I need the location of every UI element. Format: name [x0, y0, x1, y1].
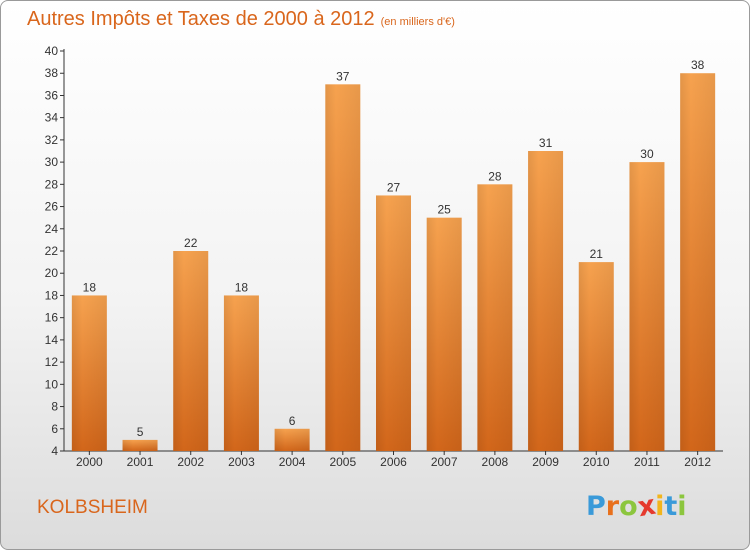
x-tick-label: 2006: [380, 455, 407, 469]
logo-letter: i: [677, 491, 687, 522]
bar-value-label: 25: [438, 203, 452, 217]
y-tick-label: 30: [45, 155, 59, 169]
x-tick-label: 2001: [127, 455, 154, 469]
bar-value-label: 37: [336, 69, 350, 83]
bar-value-label: 18: [83, 280, 97, 294]
bar-shade: [71, 295, 107, 451]
x-tick-label: 2011: [634, 455, 660, 469]
y-tick-label: 22: [45, 244, 59, 258]
bar-value-label: 18: [235, 280, 249, 294]
bar-shade: [629, 162, 665, 451]
x-tick-label: 2009: [532, 455, 559, 469]
y-tick-label: 16: [45, 311, 59, 325]
y-tick-label: 8: [51, 400, 58, 414]
y-tick-label: 38: [45, 66, 59, 80]
y-tick-label: 40: [45, 44, 59, 58]
x-tick-label: 2007: [431, 455, 458, 469]
x-tick-label: 2004: [279, 455, 306, 469]
bar-value-label: 28: [488, 169, 502, 183]
chart-unit-text: (en milliers d'€): [380, 16, 455, 28]
proxiti-logo: Proxiti: [586, 490, 687, 524]
bar-shade: [578, 262, 614, 451]
bar-value-label: 5: [137, 425, 144, 439]
logo-letter: o: [619, 491, 638, 522]
chart-title-text: Autres Impôts et Taxes de 2000 à 2012: [27, 8, 375, 30]
x-tick-label: 2008: [482, 455, 509, 469]
bar-shade: [426, 217, 462, 451]
bar-value-label: 38: [691, 58, 705, 72]
logo-letter: r: [605, 491, 620, 522]
y-tick-label: 26: [45, 200, 59, 214]
y-tick-label: 20: [45, 266, 59, 280]
y-tick-label: 18: [45, 288, 59, 302]
bar-shade: [680, 73, 716, 451]
y-tick-label: 12: [45, 355, 59, 369]
logo-letter: P: [586, 491, 606, 522]
y-tick-label: 34: [45, 111, 59, 125]
x-tick-label: 2003: [228, 455, 255, 469]
x-tick-label: 2005: [329, 455, 356, 469]
bar-shade: [325, 84, 361, 451]
chart-title: Autres Impôts et Taxes de 2000 à 2012 (en…: [27, 8, 455, 31]
bar-value-label: 6: [289, 414, 296, 428]
bar-shade: [122, 439, 158, 451]
bar-value-label: 31: [539, 136, 553, 150]
x-tick-label: 2002: [177, 455, 204, 469]
y-tick-label: 10: [45, 377, 59, 391]
bar-shade: [223, 295, 259, 451]
y-tick-label: 36: [45, 88, 59, 102]
y-tick-label: 28: [45, 177, 59, 191]
bar-shade: [173, 251, 209, 451]
x-tick-label: 2000: [76, 455, 103, 469]
bar-shade: [477, 184, 513, 452]
bar-shade: [528, 151, 564, 451]
y-tick-label: 24: [45, 222, 59, 236]
x-tick-label: 2010: [583, 455, 610, 469]
bar-value-label: 22: [184, 236, 198, 250]
y-tick-label: 6: [51, 422, 58, 436]
bar-shade: [274, 428, 310, 451]
bar-value-label: 27: [387, 180, 401, 194]
logo-letter: t: [664, 491, 678, 522]
bar-shade: [376, 195, 411, 451]
commune-name: KOLBSHEIM: [37, 497, 148, 518]
y-tick-label: 32: [45, 133, 59, 147]
y-tick-label: 4: [51, 444, 58, 458]
bar-value-label: 21: [590, 247, 604, 261]
x-tick-label: 2012: [684, 455, 711, 469]
logo-letter: i: [655, 491, 665, 522]
y-tick-label: 14: [45, 333, 59, 347]
bar-value-label: 30: [640, 147, 654, 161]
